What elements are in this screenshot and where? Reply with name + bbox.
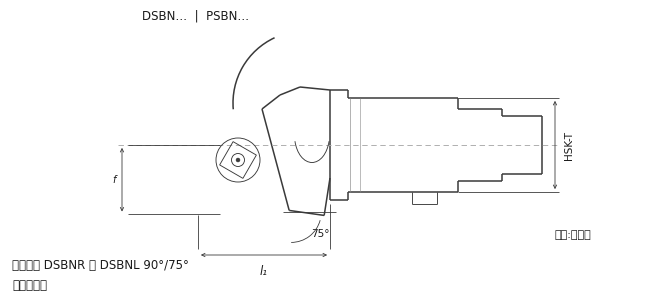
Circle shape bbox=[236, 158, 240, 162]
Text: 车刀刀体 DSBNR ｜ DSBNL 90°/75°: 车刀刀体 DSBNR ｜ DSBNL 90°/75° bbox=[12, 259, 189, 272]
Text: l₁: l₁ bbox=[260, 265, 268, 278]
Text: 负前角刀片: 负前角刀片 bbox=[12, 279, 47, 292]
Text: 75°: 75° bbox=[311, 229, 330, 239]
Text: 视图:右款式: 视图:右款式 bbox=[555, 230, 592, 240]
Text: f: f bbox=[113, 175, 116, 185]
Text: DSBN…  |  PSBN…: DSBN… | PSBN… bbox=[142, 9, 249, 22]
Text: HSK-T: HSK-T bbox=[564, 130, 574, 159]
